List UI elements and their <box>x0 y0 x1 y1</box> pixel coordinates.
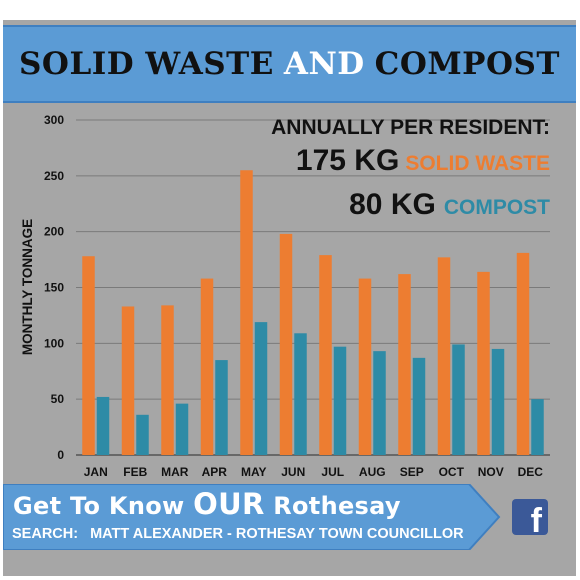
x-tick-label: JAN <box>84 465 108 479</box>
x-tick-label: MAY <box>241 465 267 479</box>
compost-bar-jul <box>333 346 347 455</box>
compost-bar-feb <box>136 414 149 455</box>
x-tick-label: JUN <box>281 465 305 479</box>
solid-waste-bar-mar <box>161 305 174 455</box>
x-tick-label: AUG <box>359 465 386 479</box>
y-tick-label: 50 <box>51 392 65 406</box>
y-tick-label: 0 <box>57 448 64 462</box>
solid-waste-bar-jul <box>319 255 332 455</box>
title-banner: SOLID WASTE AND COMPOST <box>3 25 576 103</box>
solid-waste-bar-dec <box>516 252 530 455</box>
chart-grid <box>76 119 550 456</box>
compost-bar-apr <box>215 360 228 455</box>
compost-bar-oct <box>452 344 465 455</box>
y-tick-label: 300 <box>44 113 64 127</box>
banner-search-line: SEARCH: MATT ALEXANDER - ROTHESAY TOWN CO… <box>12 526 464 542</box>
solid-waste-bar-may <box>240 170 253 455</box>
solid-waste-amount: 175 KG <box>295 144 400 177</box>
compost-bar-jun <box>294 333 307 455</box>
banner-text-1: Get To Know <box>13 492 194 520</box>
x-tick-labels: JAN FEB MAR APR MAY JUN JUL AUG SEP OCT NOV DEC <box>84 465 544 479</box>
title-part-2: AND <box>283 46 365 82</box>
banner-text-2: OUR <box>193 487 265 521</box>
compost-bar-dec <box>531 399 544 455</box>
x-tick-label: SEP <box>400 465 424 479</box>
search-label: SEARCH: <box>12 526 79 542</box>
y-tick-label: 200 <box>44 225 64 239</box>
solid-waste-bar-sep <box>398 274 411 455</box>
promo-banner <box>3 484 501 550</box>
callout-solid-waste: 175 KG SOLID WASTE <box>296 144 550 178</box>
y-tick-labels: 0 50 100 150 200 250 300 <box>44 113 64 462</box>
solid-waste-bar-feb <box>121 306 135 455</box>
solid-waste-bar-oct <box>437 257 451 455</box>
solid-waste-label: SOLID WASTE <box>405 152 550 175</box>
search-value: MATT ALEXANDER - ROTHESAY TOWN COUNCILLO… <box>90 526 464 542</box>
compost-bar-sep <box>412 357 426 455</box>
y-tick-label: 100 <box>44 336 64 350</box>
title-part-3: COMPOST <box>374 46 560 82</box>
x-tick-label: JUL <box>321 465 344 479</box>
x-tick-label: NOV <box>478 465 504 479</box>
callout-compost: 80 KG COMPOST <box>349 188 550 222</box>
y-axis-label: MONTHLY TONNAGE <box>20 219 35 355</box>
title-part-1: SOLID WASTE <box>19 46 274 82</box>
x-tick-label: DEC <box>518 465 544 479</box>
solid-waste-bar-apr <box>200 278 214 455</box>
y-tick-label: 150 <box>44 281 64 295</box>
callout-heading: ANNUALLY PER RESIDENT: <box>271 116 550 139</box>
compost-bar-mar <box>175 403 189 455</box>
compost-bar-jan <box>96 396 110 455</box>
solid-waste-bar-jun <box>279 233 293 455</box>
banner-text-3: Rothesay <box>264 492 401 520</box>
solid-waste-bar-aug <box>358 278 372 455</box>
y-tick-label: 250 <box>44 169 64 183</box>
compost-bar-aug <box>373 351 386 455</box>
x-tick-label: FEB <box>123 465 147 479</box>
solid-waste-bar-jan <box>82 256 95 455</box>
solid-waste-bar-nov <box>477 271 490 455</box>
x-tick-label: OCT <box>439 465 465 479</box>
compost-bar-nov <box>491 348 505 455</box>
facebook-icon[interactable]: f <box>512 499 548 535</box>
banner-headline: Get To Know OUR Rothesay <box>13 487 401 521</box>
compost-label: COMPOST <box>443 196 550 219</box>
x-tick-label: MAR <box>161 465 189 479</box>
chart-bars <box>82 170 544 455</box>
compost-bar-may <box>254 322 268 455</box>
x-tick-label: APR <box>202 465 228 479</box>
compost-amount: 80 KG <box>349 188 436 221</box>
